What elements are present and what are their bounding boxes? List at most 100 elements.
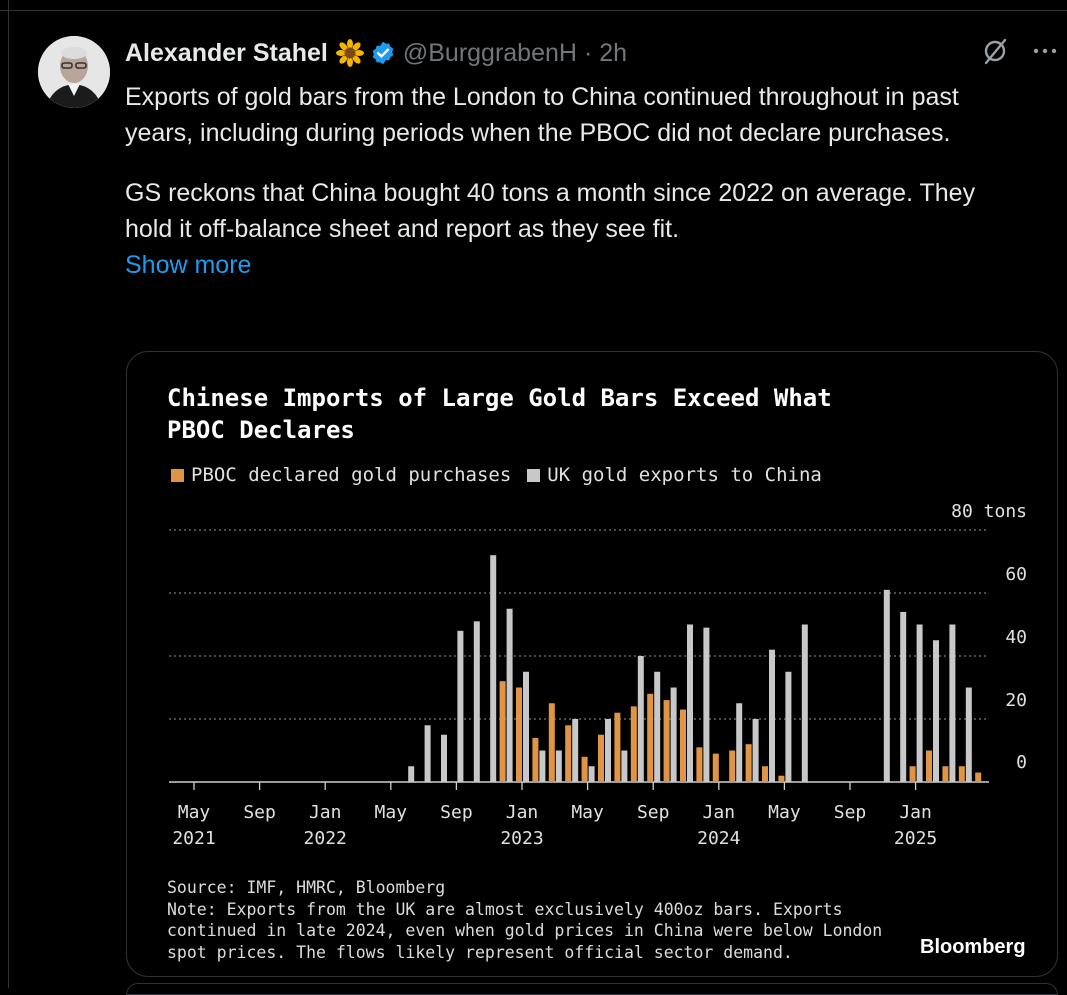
pboc-bar [614,712,621,782]
tweet-body: Exports of gold bars from the London to … [125,79,1025,283]
legend-label: PBOC declared gold purchases [191,464,512,486]
x-tick-label: Sep [440,802,473,823]
x-tick-label: May [375,802,408,823]
pboc-bar [696,747,703,782]
x-tick-label: May [768,802,801,823]
pboc-bar [926,750,932,782]
x-tick-label: Jan [309,802,342,823]
pboc-bar [532,737,539,782]
uk-bar [736,703,743,782]
uk-bar [424,725,431,782]
grok-icon[interactable] [980,36,1010,71]
author-handle[interactable]: @BurggrabenH [402,38,577,67]
timestamp[interactable]: 2h [599,38,628,67]
pboc-bar [958,766,965,782]
pboc-bar [499,681,506,782]
uk-bar [408,766,415,782]
legend-label: UK gold exports to China [547,464,822,486]
pboc-bar [680,709,686,782]
uk-bar [785,671,792,782]
chart-note-line: spot prices. The flows likely represent … [167,942,793,962]
uk-bar [621,750,628,782]
pboc-bar [565,725,572,782]
y-tick-label: 80 tons [951,501,1027,522]
x-tick-label: Jan [899,802,932,823]
x-tick-label: May [571,802,604,823]
chart-legend: PBOC declared gold purchases UK gold exp… [171,464,838,486]
uk-bar [523,671,529,782]
avatar[interactable] [38,36,110,108]
uk-bar [473,621,480,782]
pboc-bar [598,734,604,782]
gold-chart: 0 20 40 60 80 tons May 2021 Sep Jan 2022 May Sep Jan… [169,501,1027,849]
verified-badge-icon[interactable] [370,40,396,66]
uk-bar [687,624,693,782]
uk-bar [637,656,644,782]
pboc-bar [909,766,916,782]
x-tick-year-label: 2023 [500,828,543,849]
x-tick-year-label: 2021 [172,828,215,849]
uk-bar [670,687,677,782]
uk-bar [572,719,579,782]
x-tick-label: Sep [834,802,867,823]
chart-title: Chinese Imports of Large Gold Bars Excee… [167,384,832,444]
tweet-actions-top [980,36,1060,70]
uk-bar [555,750,562,782]
timeline-divider-top [0,10,1067,11]
uk-bar [916,624,923,782]
uk-bar [490,555,497,782]
uk-bar [883,589,890,782]
pboc-bar [647,693,654,782]
legend-item-pboc: PBOC declared gold purchases [171,464,511,486]
timeline-divider-left [8,0,9,988]
pboc-bar [745,744,752,782]
uk-bar [769,649,775,782]
separator-dot: · [583,38,593,67]
author-name[interactable]: Alexander Stahel [125,38,328,67]
uk-bar [457,630,464,782]
x-tick-label: Jan [703,802,736,823]
x-tick-year-label: 2022 [304,828,347,849]
x-tick-label: Sep [243,802,276,823]
pboc-bar [548,703,555,782]
more-options-icon[interactable] [1030,36,1060,71]
next-tweet-edge [126,983,1058,995]
pboc-bar [663,700,670,782]
x-tick-label: Jan [506,802,539,823]
legend-swatch-orange [171,468,184,482]
pboc-bar [762,766,768,782]
avatar-photo [38,36,110,108]
uk-bar [900,611,907,782]
y-tick-label: 40 [1005,627,1027,648]
legend-swatch-gray [527,468,541,482]
uk-bar [605,719,611,782]
uk-bar [965,687,972,782]
pboc-bar [581,756,588,782]
pboc-bar [516,687,522,782]
x-tick-label: Sep [637,802,670,823]
uk-bar [752,719,759,782]
pboc-bar [778,775,785,782]
y-tick-label: 0 [1016,752,1027,773]
show-more-link[interactable]: Show more [125,251,252,279]
tweet-header: Alexander Stahel @BurggrabenH · 2h [125,36,627,70]
x-tick-year-label: 2024 [697,828,740,849]
tweet-paragraph: GS reckons that China bought 40 tons a m… [125,179,976,243]
pboc-bar [712,753,719,782]
chart-note-line: continued in late 2024, even when gold p… [167,921,883,940]
chart-note-line: Note: Exports from the UK are almost exc… [167,899,843,919]
y-tick-label: 20 [1005,690,1027,711]
uk-bar [949,624,956,782]
pboc-bar [729,750,736,782]
pboc-bar [630,706,637,782]
chart-source: Source: IMF, HMRC, Bloomberg [167,878,446,897]
uk-bar [441,734,447,782]
uk-bar [506,608,513,782]
sunflower-icon [335,39,364,67]
media-card[interactable]: 0 20 40 60 80 tons May 2021 Sep Jan 2022 May Sep Jan… [126,351,1058,977]
uk-bar [539,750,546,782]
uk-bar [588,766,595,782]
x-tick-label: May [178,802,211,823]
uk-bar [801,624,808,782]
uk-bar [654,671,661,782]
